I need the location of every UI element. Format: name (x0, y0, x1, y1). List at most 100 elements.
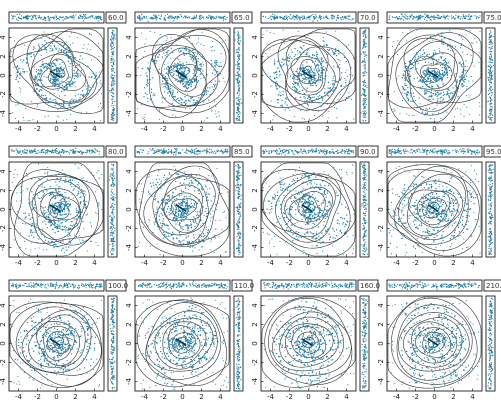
scatter-point (447, 48, 449, 50)
x-tick-label: 4 (344, 125, 349, 133)
projection-point (109, 215, 111, 217)
scatter-point (29, 205, 31, 207)
scatter-point (192, 76, 195, 79)
x-tick-label: 4 (218, 125, 223, 133)
scatter-point (60, 222, 62, 224)
scatter-point (61, 69, 63, 71)
scatter-point (444, 61, 446, 64)
scatter-point (68, 203, 70, 205)
scatter-point (56, 170, 59, 173)
scatter-point (286, 107, 288, 109)
contour-line (285, 39, 336, 102)
scatter-point (59, 186, 61, 188)
scatter-point (337, 98, 339, 100)
projection-point (112, 171, 114, 173)
scatter-point (166, 47, 168, 49)
scatter-point (70, 213, 72, 215)
scatter-point (191, 54, 194, 57)
scatter-point (26, 187, 28, 189)
projection-point (49, 150, 51, 152)
projection-point (392, 16, 394, 18)
scatter-point (54, 216, 56, 218)
scatter-point (36, 94, 39, 96)
scatter-point (326, 65, 329, 67)
scatter-point (59, 179, 62, 181)
projection-point (489, 70, 492, 72)
scatter-point (339, 60, 341, 62)
scatter-point (40, 96, 42, 98)
scatter-point (455, 72, 457, 75)
scatter-point (351, 75, 353, 77)
scatter-point (37, 69, 40, 71)
scatter-point (193, 80, 196, 83)
scatter-point (296, 68, 299, 70)
scatter-point (186, 81, 188, 83)
scatter-point (38, 229, 40, 231)
projection-point (337, 17, 339, 20)
projection-point (488, 70, 491, 72)
scatter-point (458, 62, 460, 64)
projection-point (406, 18, 408, 20)
projection-point (111, 59, 113, 62)
projection-point (326, 17, 328, 19)
projection-point (157, 150, 160, 153)
projection-point (67, 150, 69, 152)
projection-point (365, 36, 367, 38)
projection-point (113, 74, 115, 76)
scatter-point (425, 108, 427, 110)
projection-point (237, 107, 240, 109)
scatter-point (310, 79, 312, 82)
scatter-point (306, 54, 308, 56)
scatter-point (40, 89, 43, 91)
projection-point (279, 16, 282, 18)
projection-point (71, 149, 73, 152)
scatter-point (426, 90, 428, 93)
scatter-point (52, 38, 54, 40)
projection-point (274, 16, 276, 18)
projection-point (155, 19, 157, 21)
scatter-point (58, 227, 60, 229)
y-tick-label: 0 (0, 73, 7, 77)
scatter-point (149, 98, 152, 101)
scatter-point (315, 54, 318, 56)
projection-point (185, 150, 187, 152)
scatter-point (422, 49, 424, 51)
projection-point (237, 57, 240, 59)
scatter-point (445, 88, 447, 90)
scatter-point (448, 96, 451, 98)
scatter-point (62, 45, 64, 47)
projection-point (212, 17, 214, 19)
scatter-point (83, 199, 85, 201)
projection-point (239, 54, 241, 57)
projection-point (462, 15, 465, 18)
projection-point (192, 150, 194, 152)
scatter-point (462, 72, 465, 74)
projection-point (112, 98, 114, 100)
projection-point (363, 74, 365, 77)
scatter-point (69, 178, 71, 181)
projection-point (238, 68, 241, 70)
scatter-point (64, 225, 66, 227)
scatter-point (434, 76, 436, 78)
scatter-point (63, 172, 65, 174)
scatter-point (335, 30, 337, 32)
projection-point (237, 83, 240, 85)
scatter-point (447, 66, 449, 68)
scatter-point (350, 98, 353, 100)
projection-point (364, 63, 366, 65)
scatter-point (33, 236, 35, 238)
scatter-point (11, 112, 13, 114)
contour-line (14, 162, 104, 257)
projection-point (207, 17, 210, 19)
scatter-point (60, 106, 62, 109)
scatter-point (278, 60, 280, 62)
scatter-point (436, 62, 438, 64)
projection-point (489, 88, 491, 90)
scatter-point (299, 96, 302, 98)
scatter-point (183, 78, 185, 80)
scatter-point (320, 64, 322, 66)
scatter-point (335, 108, 337, 110)
scatter-point (78, 239, 80, 241)
projection-point (196, 15, 198, 17)
scatter-point (441, 39, 443, 41)
